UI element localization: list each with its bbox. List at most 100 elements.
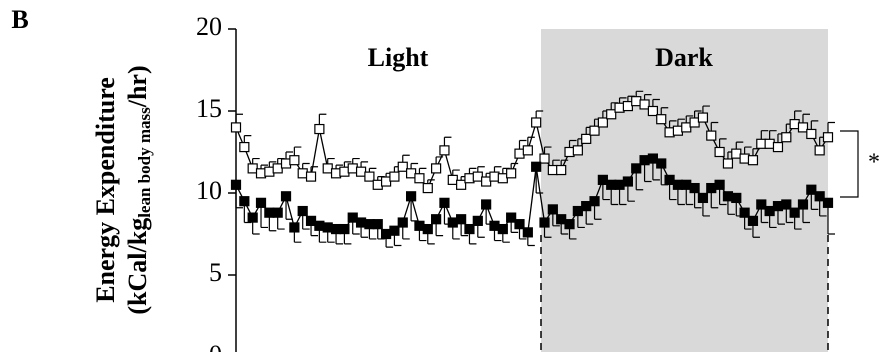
- marker: [681, 122, 692, 133]
- marker: [814, 145, 825, 156]
- marker: [822, 132, 834, 143]
- marker: [272, 163, 283, 174]
- marker: [647, 105, 659, 117]
- marker: [606, 109, 617, 120]
- marker: [814, 191, 825, 202]
- marker: [731, 192, 742, 204]
- marker: [372, 219, 383, 230]
- marker: [339, 166, 350, 177]
- marker: [689, 117, 700, 128]
- marker: [597, 117, 608, 128]
- marker: [497, 223, 508, 235]
- panel-label: B: [11, 5, 28, 34]
- marker: [506, 168, 517, 179]
- y-tick-label: 15: [196, 94, 222, 123]
- marker: [405, 168, 417, 179]
- marker: [431, 214, 442, 225]
- marker: [756, 138, 767, 149]
- marker: [355, 217, 367, 228]
- marker: [806, 184, 817, 195]
- marker: [722, 191, 734, 202]
- marker: [714, 179, 725, 190]
- marker: [556, 164, 567, 176]
- marker: [731, 148, 742, 159]
- marker: [547, 164, 558, 176]
- marker: [439, 197, 450, 208]
- period-label: Light: [368, 43, 429, 72]
- marker: [422, 182, 433, 194]
- marker: [522, 145, 533, 156]
- marker: [789, 119, 800, 130]
- marker: [456, 179, 467, 190]
- marker: [572, 145, 583, 156]
- marker: [772, 141, 784, 153]
- marker: [297, 205, 308, 217]
- marker: [497, 173, 508, 184]
- marker: [314, 123, 325, 135]
- marker: [614, 179, 625, 190]
- marker: [656, 114, 667, 125]
- marker: [706, 182, 717, 194]
- marker: [347, 212, 358, 223]
- marker: [339, 223, 350, 235]
- marker: [589, 125, 600, 136]
- marker: [706, 130, 717, 141]
- marker: [447, 174, 458, 185]
- marker: [264, 166, 275, 177]
- marker: [364, 219, 375, 230]
- marker: [597, 174, 608, 185]
- marker: [255, 168, 267, 179]
- marker: [372, 179, 383, 190]
- marker: [239, 196, 250, 207]
- marker: [764, 138, 775, 149]
- y-tick-label: 0: [209, 340, 222, 352]
- marker: [464, 173, 475, 184]
- marker: [247, 163, 258, 174]
- marker: [606, 179, 617, 190]
- marker: [422, 223, 433, 235]
- marker: [781, 199, 792, 210]
- marker: [622, 100, 633, 112]
- marker: [514, 219, 525, 230]
- marker: [355, 166, 367, 177]
- y-tick-label: 20: [196, 12, 222, 41]
- marker: [589, 196, 600, 207]
- marker: [481, 199, 492, 210]
- marker: [564, 146, 575, 158]
- marker: [272, 207, 283, 218]
- marker: [572, 205, 583, 217]
- significance-bracket: [840, 130, 859, 198]
- y-label-part: /hr): [123, 65, 152, 108]
- marker: [664, 127, 675, 138]
- marker: [322, 163, 333, 174]
- marker: [797, 122, 809, 133]
- marker: [547, 204, 558, 215]
- marker: [389, 171, 400, 182]
- marker: [230, 122, 242, 133]
- marker: [405, 191, 417, 202]
- marker: [714, 146, 725, 158]
- marker: [506, 212, 517, 223]
- marker: [414, 173, 425, 184]
- marker: [672, 125, 684, 136]
- marker: [456, 214, 467, 225]
- marker: [556, 214, 567, 225]
- marker: [764, 205, 775, 217]
- y-axis-label: (kCal/kglean body mass/hr): [123, 65, 154, 314]
- marker: [247, 212, 258, 223]
- marker: [439, 145, 450, 156]
- marker: [464, 223, 475, 235]
- y-axis-label: Energy Expenditure: [91, 77, 120, 303]
- marker: [380, 228, 392, 240]
- marker: [806, 128, 817, 140]
- marker: [531, 117, 542, 128]
- marker: [414, 220, 425, 231]
- marker: [481, 176, 492, 187]
- marker: [531, 161, 542, 172]
- marker: [397, 161, 408, 172]
- marker: [364, 171, 375, 182]
- marker: [431, 163, 442, 174]
- marker: [747, 155, 759, 166]
- marker: [380, 176, 392, 187]
